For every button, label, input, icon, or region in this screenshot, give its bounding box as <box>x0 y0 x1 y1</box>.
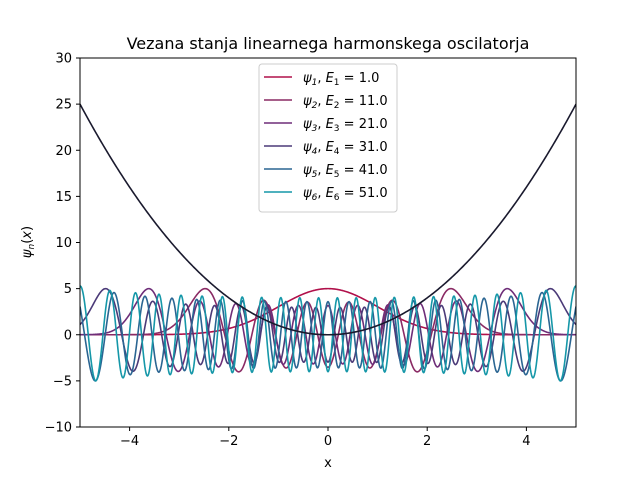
x-tick-label: −4 <box>120 434 139 449</box>
x-tick-label: 0 <box>324 434 332 449</box>
x-axis: −4 −2 0 2 4 <box>120 427 531 449</box>
series-line-psi-6 <box>80 285 576 382</box>
y-tick-label: 10 <box>55 236 72 251</box>
legend-entry: ψ4, E4 = 31.0 <box>303 140 388 157</box>
y-tick-label: 0 <box>64 328 72 343</box>
legend-entry: ψ6, E6 = 51.0 <box>303 186 388 203</box>
series-line-psi-1 <box>80 287 576 336</box>
y-axis: −10 −5 0 5 10 15 20 25 30 <box>45 52 80 436</box>
x-tick-label: −2 <box>219 434 238 449</box>
legend-entry: ψ2, E2 = 11.0 <box>303 94 388 111</box>
legend-entry: ψ3, E3 = 21.0 <box>303 117 388 134</box>
potential-curve <box>80 103 576 336</box>
legend-entry: ψ1, E1 = 1.0 <box>303 71 379 88</box>
x-tick-label: 4 <box>522 434 530 449</box>
y-tick-label: 25 <box>55 98 72 113</box>
y-tick-label: 30 <box>55 52 72 67</box>
chart-title: Vezana stanja linearnega harmonskega osc… <box>127 34 530 53</box>
y-tick-label: 5 <box>64 282 72 297</box>
y-tick-label: −5 <box>53 374 72 389</box>
series-line-psi-5 <box>80 291 576 382</box>
legend: ψ1, E1 = 1.0 ψ2, E2 = 11.0 ψ3, E3 = 21.0 ψ4… <box>258 63 398 213</box>
curves <box>80 103 576 382</box>
y-tick-label: 15 <box>55 190 72 205</box>
legend-entry: ψ5, E5 = 41.0 <box>303 163 388 180</box>
series-line-psi-4 <box>80 287 576 373</box>
x-axis-label: x <box>324 456 332 471</box>
y-tick-label: 20 <box>55 144 72 159</box>
y-axis-label: ψn(x) <box>20 226 37 258</box>
legend-box <box>258 63 398 213</box>
series-line-psi-2 <box>80 287 576 373</box>
y-tick-label: −10 <box>45 421 72 436</box>
x-tick-label: 2 <box>423 434 431 449</box>
